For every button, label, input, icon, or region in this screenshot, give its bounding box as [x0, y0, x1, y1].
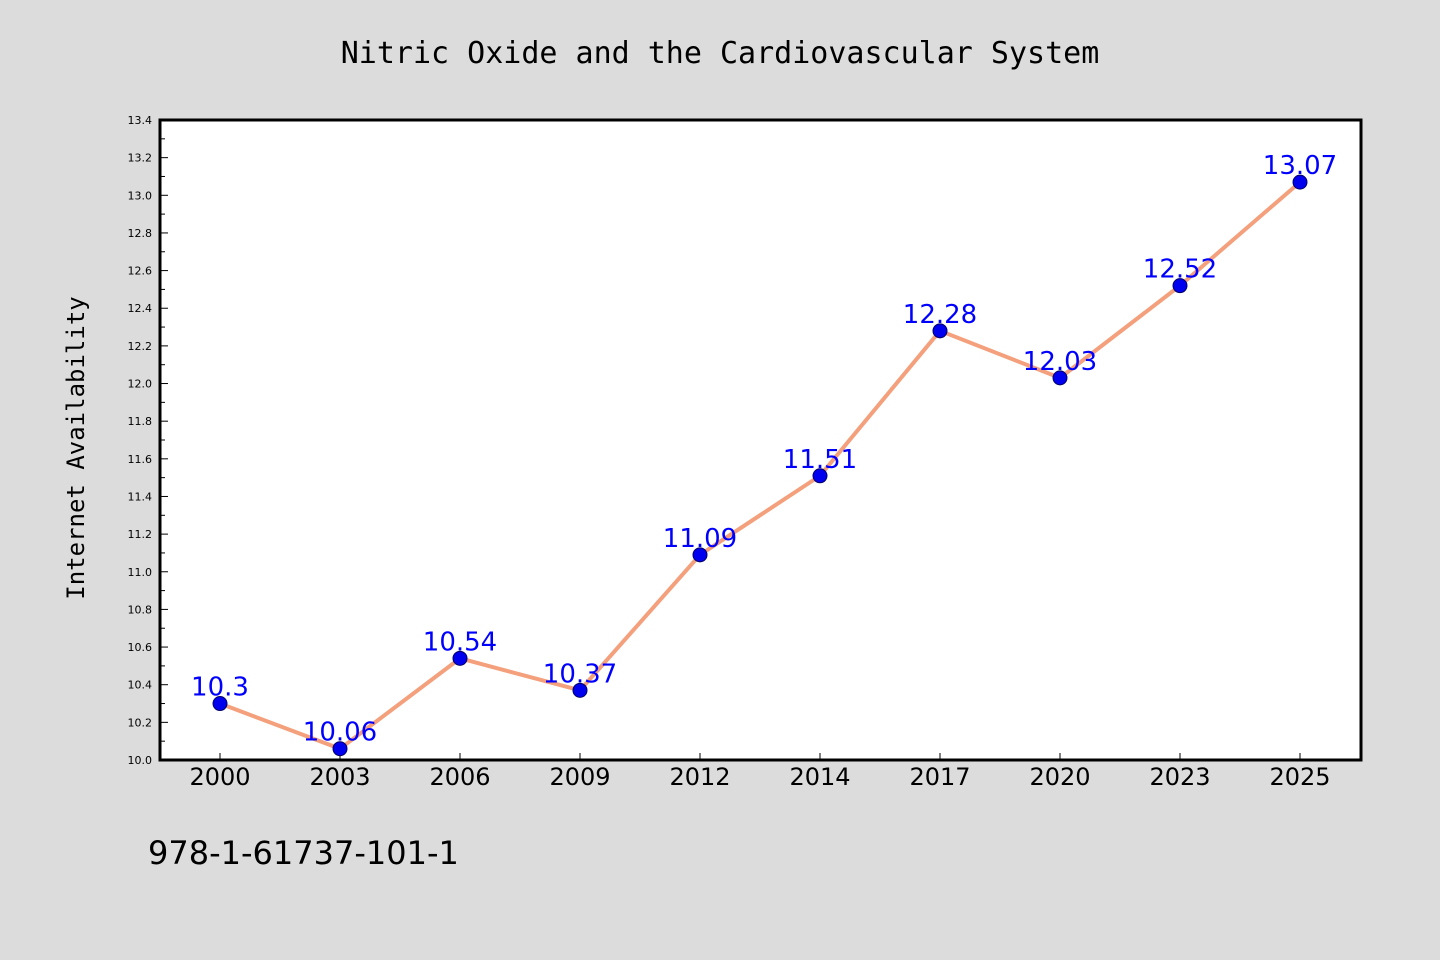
- plot-frame: [158, 118, 1363, 762]
- data-point-marker: [812, 468, 828, 484]
- x-tick-label: 2000: [189, 763, 250, 791]
- x-tick-label: 2020: [1029, 763, 1090, 791]
- data-point-marker: [332, 741, 348, 757]
- x-tick-label: 2023: [1149, 763, 1210, 791]
- x-tick-label: 2025: [1269, 763, 1330, 791]
- data-label: 12.03: [1023, 347, 1097, 377]
- series-line-group: [219, 180, 1302, 751]
- chart-title: Nitric Oxide and the Cardiovascular Syst…: [341, 36, 1100, 71]
- footer-isbn: 978-1-61737-101-1: [148, 834, 459, 872]
- y-tick-label: 12.2: [128, 340, 153, 353]
- y-tick-label: 12.4: [128, 302, 153, 315]
- y-tick-label: 13.0: [128, 189, 153, 202]
- data-point-marker: [212, 696, 228, 712]
- y-tick-label: 11.6: [128, 453, 153, 466]
- data-label: 11.51: [783, 445, 857, 475]
- y-tick-label: 12.6: [128, 265, 153, 278]
- x-tick-label: 2012: [669, 763, 730, 791]
- data-label: 11.09: [663, 524, 737, 554]
- data-point-marker: [1052, 370, 1068, 386]
- data-point-marker: [1172, 278, 1188, 294]
- y-tick-label: 10.0: [128, 754, 153, 767]
- y-tick-label: 10.2: [128, 716, 153, 729]
- data-label: 12.52: [1143, 255, 1217, 285]
- x-tick-label: 2014: [789, 763, 850, 791]
- y-tick-label: 13.4: [128, 114, 153, 127]
- plot-area: [160, 120, 1361, 760]
- series-line: [219, 180, 1302, 751]
- x-tick-label: 2009: [549, 763, 610, 791]
- y-tick-label: 11.4: [128, 490, 153, 503]
- y-tick-label: 10.6: [128, 641, 153, 654]
- data-point-marker: [1292, 174, 1308, 190]
- data-point-marker: [452, 650, 468, 666]
- y-tick-label: 10.4: [128, 679, 153, 692]
- x-tick-label: 2006: [429, 763, 490, 791]
- data-point-marker: [932, 323, 948, 339]
- y-tick-label: 10.8: [128, 603, 153, 616]
- y-tick-label: 11.2: [128, 528, 153, 541]
- y-tick-label: 12.8: [128, 227, 153, 240]
- y-axis: 10.0 10.2 10.4 10.6 10.8 11.0 11.2 11.4 11.6 11.8…: [128, 114, 168, 767]
- data-label: 10.37: [543, 659, 617, 689]
- data-point-marker: [692, 547, 708, 563]
- y-tick-label: 12.0: [128, 378, 153, 391]
- x-tick-label: 2003: [309, 763, 370, 791]
- y-axis-label: Internet Availability: [62, 296, 90, 599]
- data-label: 13.07: [1263, 151, 1337, 181]
- x-axis: 2000 2003 2006 2009 2012 2014 2017 2020 2023 2025: [189, 753, 1331, 791]
- data-point-marker: [572, 682, 588, 698]
- data-label: 10.3: [191, 673, 249, 703]
- y-tick-label: 13.2: [128, 152, 153, 165]
- data-label: 12.28: [903, 300, 977, 330]
- y-tick-label: 11.0: [128, 566, 153, 579]
- data-label: 10.54: [423, 627, 497, 657]
- data-points: [212, 174, 1308, 757]
- data-label: 10.06: [303, 718, 377, 748]
- y-tick-label: 11.8: [128, 415, 153, 428]
- data-labels: 10.3 10.06 10.54 10.37 11.09 11.51 12.28 12.03 1…: [191, 151, 1337, 748]
- x-tick-label: 2017: [909, 763, 970, 791]
